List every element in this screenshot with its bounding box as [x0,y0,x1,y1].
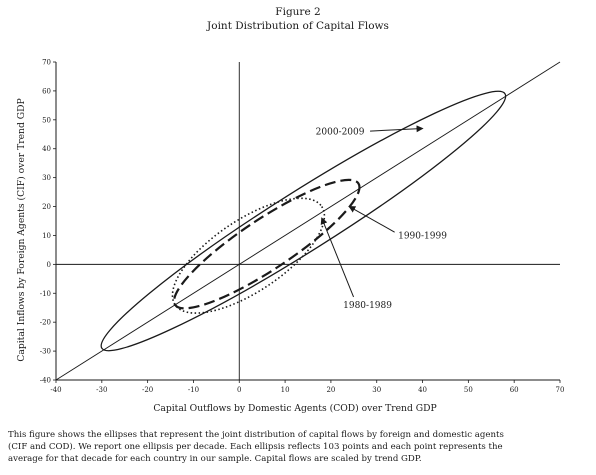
annotation-label: 2000-2009 [316,127,365,137]
y-tick-label: -30 [40,348,51,356]
y-axis-label: Capital Inflows by Foreign Agents (CIF) … [16,98,27,361]
y-tick-label: -40 [40,377,51,385]
ellipse-1980-1989 [171,197,326,314]
annotation-arrow [348,206,395,233]
y-tick-label: 50 [42,116,51,124]
x-tick-label: 50 [464,386,473,394]
chart: 2000-2009 1990-1999 1980-1989 -40 -30 -20 -10… [16,59,565,415]
annotation-arrow [370,125,424,133]
y-tick-label: 30 [42,174,51,182]
x-tick-label: 10 [281,386,290,394]
y-tick-label: 20 [42,203,51,211]
y-tick-label: -10 [40,290,51,298]
y-tick-label: -20 [40,319,51,327]
y-tick-label: 40 [42,145,51,153]
caption-line: (CIF and COD). We report one ellipsis pe… [8,442,503,452]
annotation-label: 1990-1999 [398,231,447,241]
y-tick-label: 70 [42,59,51,67]
figure-number: Figure 2 [275,6,321,18]
y-tick-label: 10 [42,232,51,240]
annotation-arrow [320,217,355,298]
caption-line: average for that decade for each country… [8,454,422,464]
forty-five-degree-line [55,61,561,381]
y-tick-label: 60 [42,87,51,95]
x-tick-label: 30 [372,386,381,394]
x-tick-label: -20 [142,386,153,394]
figure-title: Joint Distribution of Capital Flows [207,20,389,32]
x-tick-label: -10 [188,386,199,394]
x-tick-label: 0 [237,386,241,394]
x-tick-label: 20 [326,386,335,394]
x-tick-label: 70 [556,386,565,394]
caption: This figure shows the ellipses that repr… [8,429,592,465]
x-axis-label: Capital Outflows by Domestic Agents (COD… [153,403,436,414]
x-tick-label: 60 [510,386,519,394]
ellipse-1990-1999 [172,178,361,310]
annotation-label: 1980-1989 [343,301,392,311]
x-tick-label: -30 [96,386,107,394]
caption-line: This figure shows the ellipses that repr… [8,430,504,440]
x-tick-label: -40 [50,386,61,394]
ellipse-2000-2009 [100,90,507,352]
y-tick-label: 0 [47,261,51,269]
x-tick-label: 40 [418,386,427,394]
